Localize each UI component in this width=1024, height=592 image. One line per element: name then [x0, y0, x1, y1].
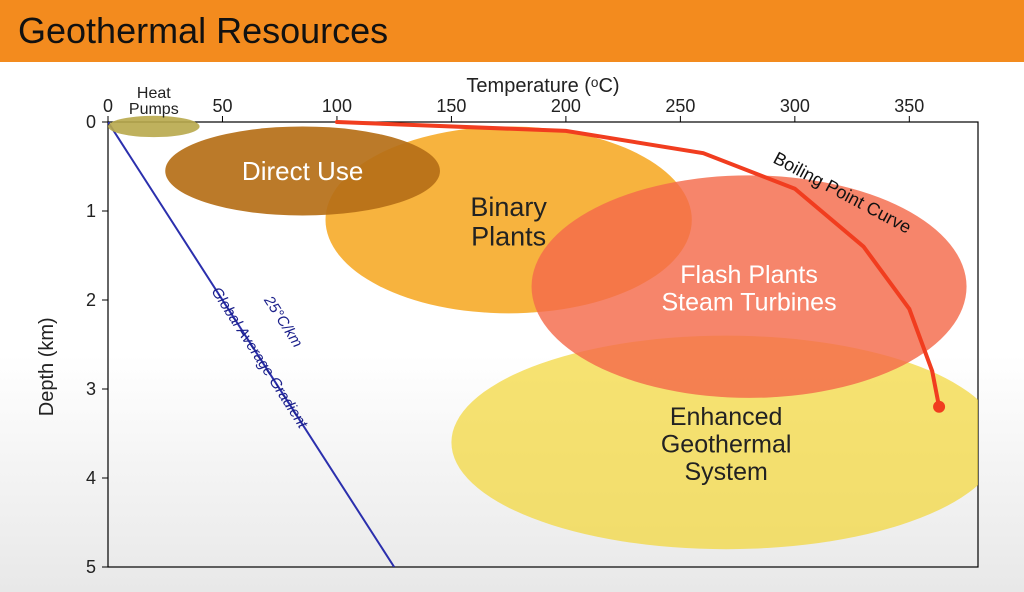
region-label-direct_use: Direct Use — [242, 156, 363, 186]
region-label-egs: System — [684, 458, 767, 486]
y-tick-label: 1 — [86, 201, 96, 221]
x-tick-label: 200 — [551, 96, 581, 116]
heat-pumps-label: Pumps — [129, 101, 179, 118]
region-heat-pumps — [108, 116, 200, 137]
gradient-label: Global Average Gradient — [208, 284, 312, 432]
x-axis-title: Temperature (ᵒC) — [466, 75, 619, 97]
heat-pumps-label: Heat — [137, 85, 171, 102]
region-label-flash_plants: Flash Plants — [680, 261, 818, 289]
x-tick-label: 300 — [780, 96, 810, 116]
y-tick-label: 0 — [86, 112, 96, 132]
y-tick-label: 3 — [86, 379, 96, 399]
y-axis-title: Depth (km) — [36, 317, 58, 416]
geothermal-diagram: Temperature (ᵒC)050100150200250300350Dep… — [18, 72, 1006, 582]
y-tick-label: 5 — [86, 557, 96, 577]
x-tick-label: 0 — [103, 96, 113, 116]
region-label-flash_plants: Steam Turbines — [662, 288, 837, 316]
x-tick-label: 350 — [894, 96, 924, 116]
title-bar: Geothermal Resources — [0, 0, 1024, 62]
x-tick-label: 50 — [212, 96, 232, 116]
chart-area: Temperature (ᵒC)050100150200250300350Dep… — [18, 72, 1006, 582]
gradient-rate-label: 25°C/km — [260, 292, 306, 351]
x-tick-label: 150 — [436, 96, 466, 116]
region-label-binary_plants: Binary — [470, 192, 547, 222]
boiling-point-end-dot — [933, 401, 945, 413]
region-label-binary_plants: Plants — [471, 222, 546, 252]
x-tick-label: 250 — [665, 96, 695, 116]
x-tick-label: 100 — [322, 96, 352, 116]
page-title: Geothermal Resources — [18, 10, 388, 52]
y-tick-label: 2 — [86, 290, 96, 310]
y-tick-label: 4 — [86, 468, 96, 488]
region-label-egs: Enhanced — [670, 403, 783, 431]
region-label-egs: Geothermal — [661, 430, 792, 458]
